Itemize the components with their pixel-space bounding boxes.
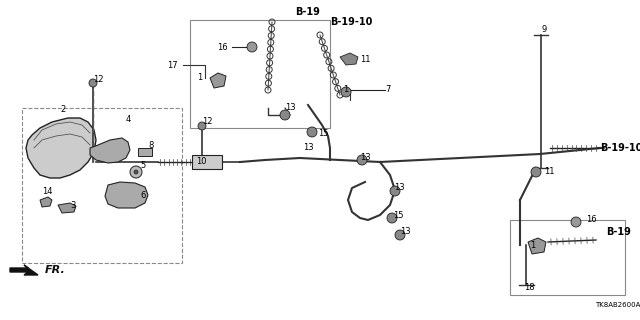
Polygon shape <box>26 118 96 178</box>
Text: 17: 17 <box>168 60 178 69</box>
Polygon shape <box>105 182 148 208</box>
Text: 8: 8 <box>148 140 154 149</box>
Polygon shape <box>528 238 546 254</box>
Text: 3: 3 <box>70 201 76 210</box>
Bar <box>22 108 182 263</box>
Text: 13: 13 <box>285 103 296 113</box>
Circle shape <box>198 122 206 130</box>
Polygon shape <box>40 197 52 207</box>
Text: 11: 11 <box>544 167 554 177</box>
Circle shape <box>341 87 351 97</box>
Text: 9: 9 <box>541 26 547 35</box>
Text: TK8AB2600A: TK8AB2600A <box>595 302 640 308</box>
Text: 1: 1 <box>530 241 535 250</box>
Text: 1: 1 <box>196 74 202 83</box>
Text: 12: 12 <box>202 117 212 126</box>
Text: 13: 13 <box>394 183 404 193</box>
Text: 15: 15 <box>393 211 403 220</box>
Text: 11: 11 <box>360 55 371 65</box>
Text: 2: 2 <box>60 106 65 115</box>
Bar <box>510 220 625 295</box>
Text: B-19: B-19 <box>606 227 631 237</box>
Text: 16: 16 <box>586 215 596 225</box>
Text: 10: 10 <box>196 157 207 166</box>
Polygon shape <box>58 203 76 213</box>
Text: 16: 16 <box>218 43 228 52</box>
Text: 13: 13 <box>400 228 411 236</box>
Circle shape <box>531 167 541 177</box>
Polygon shape <box>90 138 130 163</box>
Text: 1: 1 <box>343 85 348 94</box>
Text: 4: 4 <box>126 116 131 124</box>
Text: 14: 14 <box>42 188 52 196</box>
Polygon shape <box>210 73 226 88</box>
Circle shape <box>89 79 97 87</box>
Bar <box>192 155 222 169</box>
Circle shape <box>247 42 257 52</box>
Text: 15: 15 <box>318 129 328 138</box>
Text: 6: 6 <box>140 190 145 199</box>
Circle shape <box>395 230 405 240</box>
Bar <box>190 20 330 128</box>
Circle shape <box>571 217 581 227</box>
Circle shape <box>307 127 317 137</box>
Circle shape <box>387 213 397 223</box>
Circle shape <box>134 170 138 174</box>
Text: B-19-10: B-19-10 <box>600 143 640 153</box>
Text: B-19-10: B-19-10 <box>330 17 372 27</box>
Text: 5: 5 <box>140 161 145 170</box>
Bar <box>138 148 152 156</box>
Polygon shape <box>340 53 358 65</box>
Text: 13: 13 <box>303 143 314 153</box>
Circle shape <box>130 166 142 178</box>
Text: FR.: FR. <box>45 265 66 275</box>
Circle shape <box>280 110 290 120</box>
Text: 13: 13 <box>360 154 371 163</box>
Polygon shape <box>10 265 38 275</box>
Text: 12: 12 <box>93 76 104 84</box>
Circle shape <box>357 155 367 165</box>
Text: B-19: B-19 <box>295 7 320 17</box>
Circle shape <box>390 186 400 196</box>
Text: 18: 18 <box>524 284 534 292</box>
Text: 7: 7 <box>385 85 390 94</box>
